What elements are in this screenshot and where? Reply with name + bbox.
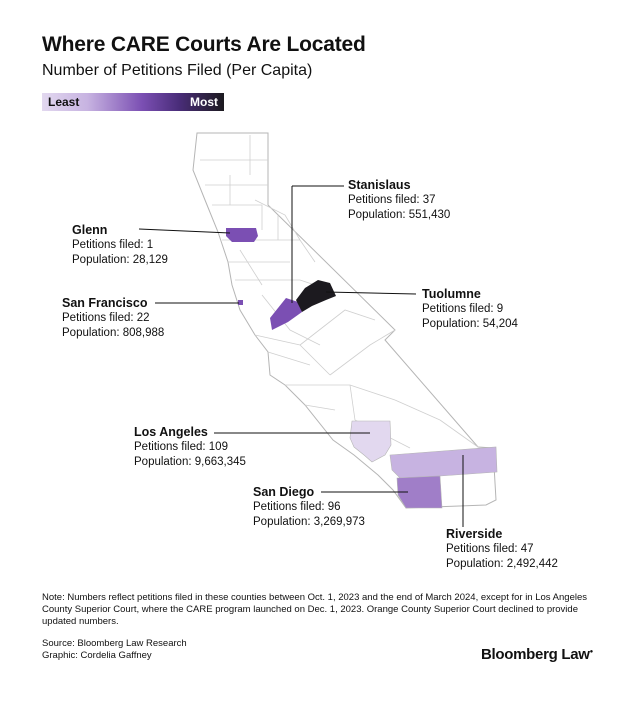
source-line: Source: Bloomberg Law Research bbox=[42, 638, 187, 649]
county-name: Glenn bbox=[72, 223, 108, 237]
county-name: Los Angeles bbox=[134, 425, 208, 439]
brand-text: Bloomberg Law bbox=[481, 646, 590, 663]
county-name: San Francisco bbox=[62, 296, 148, 310]
color-legend: Least Most bbox=[42, 93, 224, 111]
petitions-filed: Petitions filed: 109 bbox=[134, 441, 228, 453]
population: Population: 28,129 bbox=[72, 254, 168, 266]
footnote: Note: Numbers reflect petitions filed in… bbox=[42, 592, 587, 627]
population: Population: 3,269,973 bbox=[253, 516, 365, 528]
page-title: Where CARE Courts Are Located bbox=[42, 33, 366, 56]
county-name: Riverside bbox=[446, 527, 503, 541]
credits: Source: Bloomberg Law Research Graphic: … bbox=[42, 638, 187, 662]
petitions-filed: Petitions filed: 1 bbox=[72, 239, 154, 251]
callout-los-angeles: Los Angeles Petitions filed: 109 Populat… bbox=[134, 425, 246, 470]
brand-logo: Bloomberg Law● bbox=[481, 646, 593, 663]
callout-riverside: Riverside Petitions filed: 47 Population… bbox=[446, 527, 558, 572]
petitions-filed: Petitions filed: 47 bbox=[446, 543, 534, 555]
county-los-angeles bbox=[349, 420, 392, 463]
petitions-filed: Petitions filed: 22 bbox=[62, 312, 150, 324]
petitions-filed: Petitions filed: 37 bbox=[348, 194, 436, 206]
population: Population: 54,204 bbox=[422, 318, 518, 330]
graphic-credit: Graphic: Cordelia Gaffney bbox=[42, 650, 152, 661]
callout-san-diego: San Diego Petitions filed: 96 Population… bbox=[253, 485, 365, 530]
county-name: San Diego bbox=[253, 485, 315, 499]
county-stanislaus bbox=[270, 298, 302, 330]
population: Population: 2,492,442 bbox=[446, 558, 558, 570]
legend-least-label: Least bbox=[48, 95, 80, 109]
callout-glenn: Glenn Petitions filed: 1 Population: 28,… bbox=[72, 223, 168, 268]
page-subtitle: Number of Petitions Filed (Per Capita) bbox=[42, 62, 313, 79]
state-outline bbox=[192, 132, 497, 509]
county-name: Tuolumne bbox=[422, 287, 481, 301]
petitions-filed: Petitions filed: 9 bbox=[422, 303, 504, 315]
callout-san-francisco: San Francisco Petitions filed: 22 Popula… bbox=[62, 296, 164, 341]
county-glenn bbox=[226, 228, 258, 242]
county-name: Stanislaus bbox=[348, 178, 411, 192]
legend-most-label: Most bbox=[190, 95, 218, 109]
leader-lines bbox=[138, 185, 464, 527]
population: Population: 808,988 bbox=[62, 327, 165, 339]
brand-mark: ● bbox=[589, 649, 594, 655]
population: Population: 9,663,345 bbox=[134, 456, 246, 468]
county-tuolumne bbox=[296, 280, 336, 312]
population: Population: 551,430 bbox=[348, 209, 451, 221]
callout-stanislaus: Stanislaus Petitions filed: 37 Populatio… bbox=[348, 178, 450, 223]
petitions-filed: Petitions filed: 96 bbox=[253, 501, 341, 513]
county-san-francisco bbox=[238, 300, 243, 305]
callout-tuolumne: Tuolumne Petitions filed: 9 Population: … bbox=[422, 287, 518, 332]
